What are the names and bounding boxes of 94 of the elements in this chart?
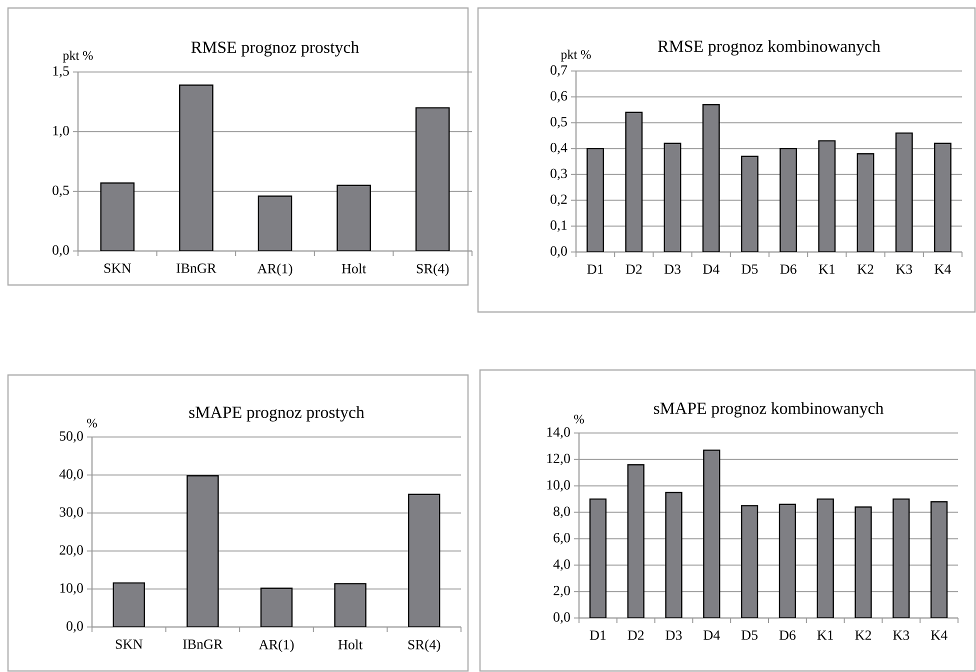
y-tick-label: 50,0: [60, 431, 83, 443]
y-tick-label: 12,0: [547, 454, 570, 466]
y-tick-label: 1,5: [53, 66, 69, 78]
x-tick-label: D1: [590, 630, 606, 640]
y-axis-title: %: [574, 414, 584, 424]
x-tick-label: SR(4): [408, 640, 440, 652]
y-tick-label: 1,0: [53, 126, 69, 138]
x-tick-label: D6: [779, 630, 796, 640]
y-tick-label: 0,2: [550, 194, 567, 206]
x-tick-label: D4: [704, 630, 720, 640]
x-tick-label: K1: [818, 264, 835, 274]
chart-title: sMAPE prognoz kombinowanych: [654, 402, 884, 418]
y-tick-label: 4,0: [553, 559, 570, 571]
x-tick-label: AR(1): [257, 264, 292, 276]
x-tick-label: IBnGR: [176, 264, 216, 273]
x-tick-label: D3: [666, 630, 682, 640]
bar: [100, 182, 135, 251]
x-tick-label: D2: [626, 264, 642, 274]
bar: [112, 582, 145, 627]
bar: [665, 492, 682, 618]
y-tick-label: 0,5: [550, 116, 567, 128]
y-axis-title: pkt %: [560, 50, 591, 62]
x-tick-label: K2: [857, 264, 874, 274]
bar: [334, 583, 366, 627]
bar: [586, 148, 604, 252]
y-tick-label: 0,7: [550, 65, 568, 77]
bar: [258, 196, 292, 251]
y-tick-label: 0,0: [66, 621, 83, 633]
bar: [741, 505, 758, 618]
y-tick-label: 6,0: [554, 533, 570, 544]
x-tick-label: D1: [587, 264, 603, 274]
y-tick-label: 0,0: [550, 246, 567, 258]
x-tick-label: Holt: [338, 640, 363, 650]
x-tick-label: SKN: [104, 264, 132, 273]
y-axis-title: %: [87, 418, 97, 428]
x-tick-label: D4: [702, 264, 720, 274]
bar: [703, 450, 720, 618]
y-tick-label: 10,0: [60, 583, 83, 595]
bar: [589, 498, 607, 618]
chart-title: sMAPE prognoz prostych: [189, 406, 364, 422]
y-tick-label: 0,1: [550, 220, 567, 232]
y-tick-label: 8,0: [554, 506, 570, 518]
x-tick-label: SKN: [116, 640, 143, 649]
chart-title: RMSE prognoz kombinowanych: [658, 40, 880, 56]
y-axis-title: pkt %: [62, 50, 93, 62]
y-tick-label: 30,0: [60, 507, 83, 519]
x-tick-label: D6: [780, 264, 796, 274]
x-tick-label: K4: [930, 630, 948, 640]
y-tick-label: 10,0: [547, 480, 570, 492]
x-tick-label: IBnGR: [183, 640, 223, 649]
x-tick-label: AR(1): [258, 640, 294, 652]
bar: [260, 588, 293, 627]
bar: [854, 506, 872, 618]
bar: [186, 475, 219, 627]
x-tick-label: SR(4): [416, 264, 449, 276]
bar: [816, 498, 834, 618]
bar: [336, 184, 371, 251]
bar: [179, 84, 214, 251]
x-tick-label: K1: [817, 630, 834, 640]
x-tick-label: D3: [664, 264, 680, 274]
bar: [892, 498, 910, 618]
bar: [664, 142, 682, 252]
bar: [818, 140, 836, 252]
x-tick-label: K3: [896, 264, 912, 274]
x-tick-label: D5: [742, 264, 758, 274]
y-tick-label: 14,0: [547, 427, 570, 439]
x-tick-label: K3: [893, 630, 910, 640]
bar: [934, 142, 952, 252]
y-tick-label: 0,3: [550, 168, 567, 180]
bar: [930, 501, 948, 618]
chart-title: RMSE prognoz prostych: [191, 41, 359, 56]
bar: [856, 153, 874, 252]
x-tick-label: Holt: [342, 264, 366, 274]
y-tick-label: 40,0: [59, 469, 83, 481]
x-tick-label: D5: [741, 630, 758, 640]
bar: [778, 504, 796, 618]
bar: [415, 107, 450, 251]
bar: [627, 464, 644, 618]
x-tick-label: D2: [628, 630, 644, 640]
y-tick-label: 0,5: [52, 186, 69, 198]
y-tick-label: 0,0: [554, 612, 570, 624]
y-tick-label: 0,4: [550, 142, 568, 154]
bar: [702, 104, 720, 252]
y-tick-label: 0,6: [550, 91, 568, 103]
y-tick-label: 0,0: [52, 245, 69, 257]
bar: [895, 132, 913, 252]
bar: [741, 156, 758, 252]
y-tick-label: 2,0: [554, 586, 570, 598]
x-tick-label: K2: [855, 630, 872, 640]
y-tick-label: 20,0: [60, 545, 83, 557]
bar: [408, 494, 440, 627]
x-tick-label: K4: [934, 264, 952, 274]
bar: [625, 112, 643, 252]
bar: [780, 148, 798, 252]
